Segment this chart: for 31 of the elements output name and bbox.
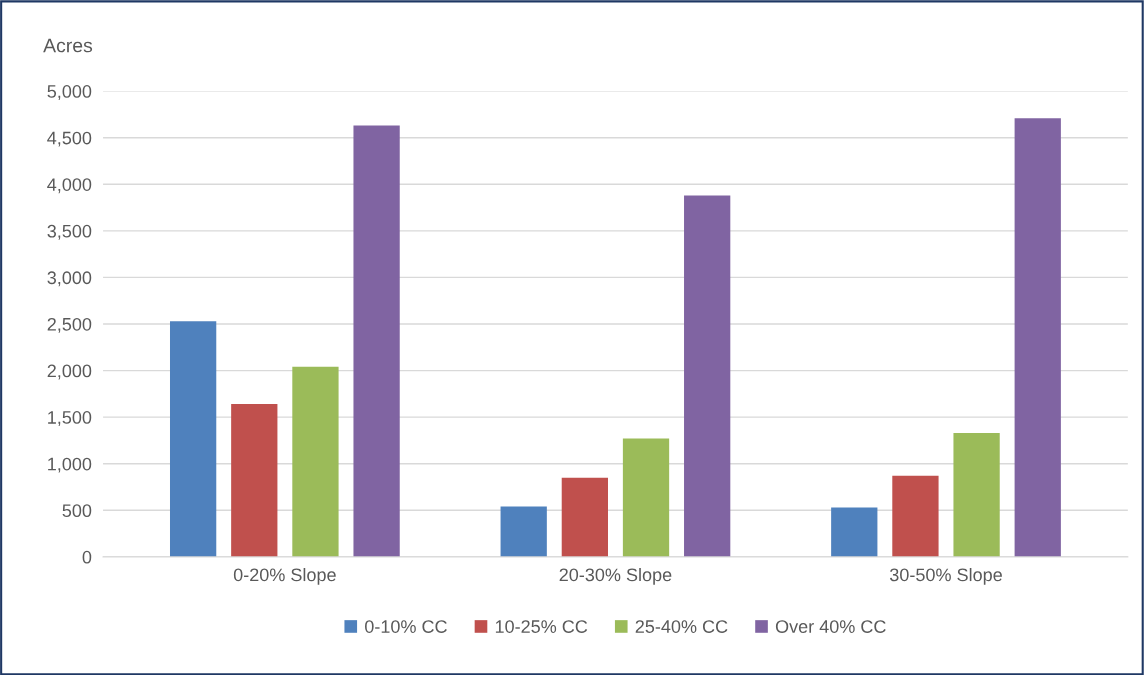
bar	[684, 195, 731, 557]
x-tick-label: 0-20% Slope	[233, 567, 336, 585]
y-tick-label: 500	[62, 504, 92, 518]
bar	[953, 432, 1000, 557]
y-tick-label: 3,500	[47, 224, 92, 240]
bar	[892, 475, 939, 557]
y-tick-label: 0	[82, 550, 92, 564]
y-tick-label: 1,500	[48, 411, 92, 426]
bar	[1014, 118, 1061, 557]
y-tick-label: 4,500	[47, 131, 92, 147]
bar	[500, 506, 547, 557]
y-tick-label: 1,000	[48, 457, 92, 473]
bar	[561, 477, 608, 557]
legend-label: 25-40% CC	[635, 620, 728, 633]
legend-label: Over 40% CC	[775, 620, 886, 633]
y-tick-label: 4,000	[47, 178, 92, 194]
bar	[353, 125, 400, 557]
bar	[622, 438, 670, 557]
y-tick-label: 3,000	[47, 271, 92, 287]
y-tick-label: 2,000	[47, 364, 92, 380]
y-tick-label: 2,500	[47, 317, 92, 333]
legend-label: 0-10% CC	[365, 620, 447, 633]
y-tick-label: 5,000	[47, 85, 92, 100]
y-axis-title: Acres	[43, 38, 93, 53]
bar	[231, 404, 278, 557]
bar	[292, 366, 339, 557]
legend-label: 10-25% CC	[495, 620, 588, 633]
bar	[831, 507, 878, 557]
x-tick-label: 30-50% Slope	[889, 567, 1002, 585]
bar	[169, 321, 217, 557]
x-tick-label: 20-30% Slope	[559, 567, 672, 585]
